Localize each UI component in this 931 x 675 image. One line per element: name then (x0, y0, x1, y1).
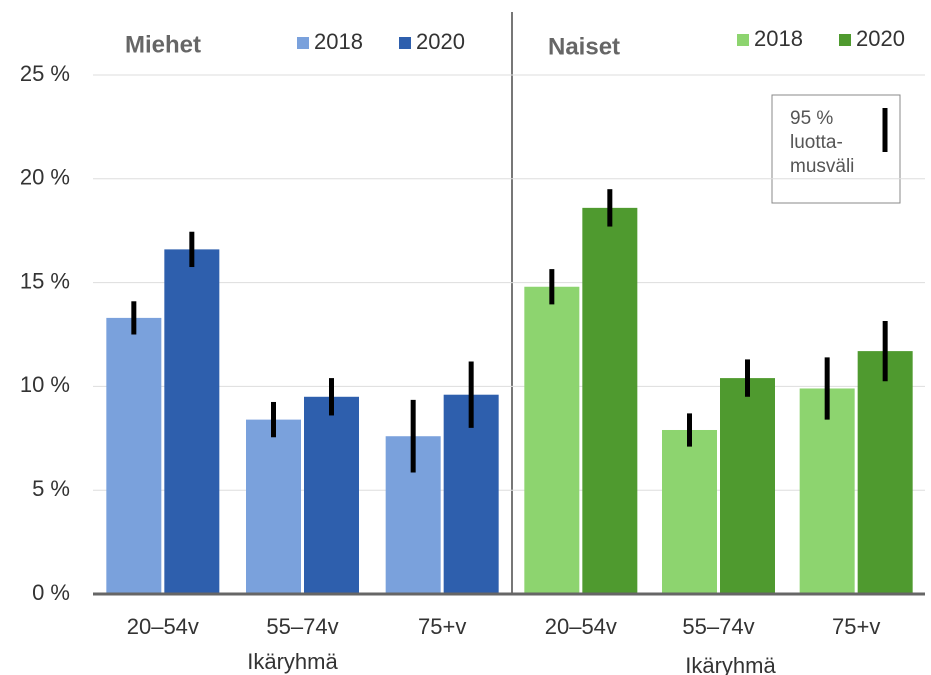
legend-label: 2020 (856, 26, 905, 51)
bar (582, 207, 638, 594)
legend-label: 2020 (416, 29, 465, 54)
x-tick-label: 75+v (418, 614, 466, 639)
x-tick-label: 55–74v (682, 614, 754, 639)
bar (304, 396, 359, 594)
x-tick-label: 75+v (832, 614, 880, 639)
x-axis-label: Ikäryhmä (685, 653, 776, 675)
bar (246, 419, 301, 594)
y-tick-label: 5 % (32, 476, 70, 501)
bar (720, 378, 775, 594)
y-tick-label: 0 % (32, 580, 70, 605)
x-tick-label: 55–74v (266, 614, 338, 639)
y-tick-label: 15 % (20, 268, 70, 293)
panel-title: Miehet (125, 31, 201, 58)
panel-title: Naiset (548, 33, 620, 60)
legend-label: 2018 (314, 29, 363, 54)
note-text: 95 % (790, 108, 833, 129)
legend-swatch (399, 37, 411, 49)
y-tick-label: 20 % (20, 165, 70, 190)
x-tick-label: 20–54v (127, 614, 199, 639)
note-text: luotta- (790, 132, 843, 153)
bar (799, 388, 855, 594)
bar (106, 317, 162, 594)
y-tick-label: 25 % (20, 61, 70, 86)
x-tick-label: 20–54v (545, 614, 617, 639)
note-text: musväli (790, 156, 854, 177)
legend-swatch (839, 34, 851, 46)
y-tick-label: 10 % (20, 372, 70, 397)
legend-swatch (297, 37, 309, 49)
bar (662, 429, 717, 594)
bar (164, 249, 220, 594)
x-axis-label: Ikäryhmä (247, 649, 338, 674)
legend-swatch (737, 34, 749, 46)
legend-label: 2018 (754, 26, 803, 51)
bar (857, 351, 913, 594)
bar (524, 286, 580, 594)
note-box (771, 94, 901, 204)
